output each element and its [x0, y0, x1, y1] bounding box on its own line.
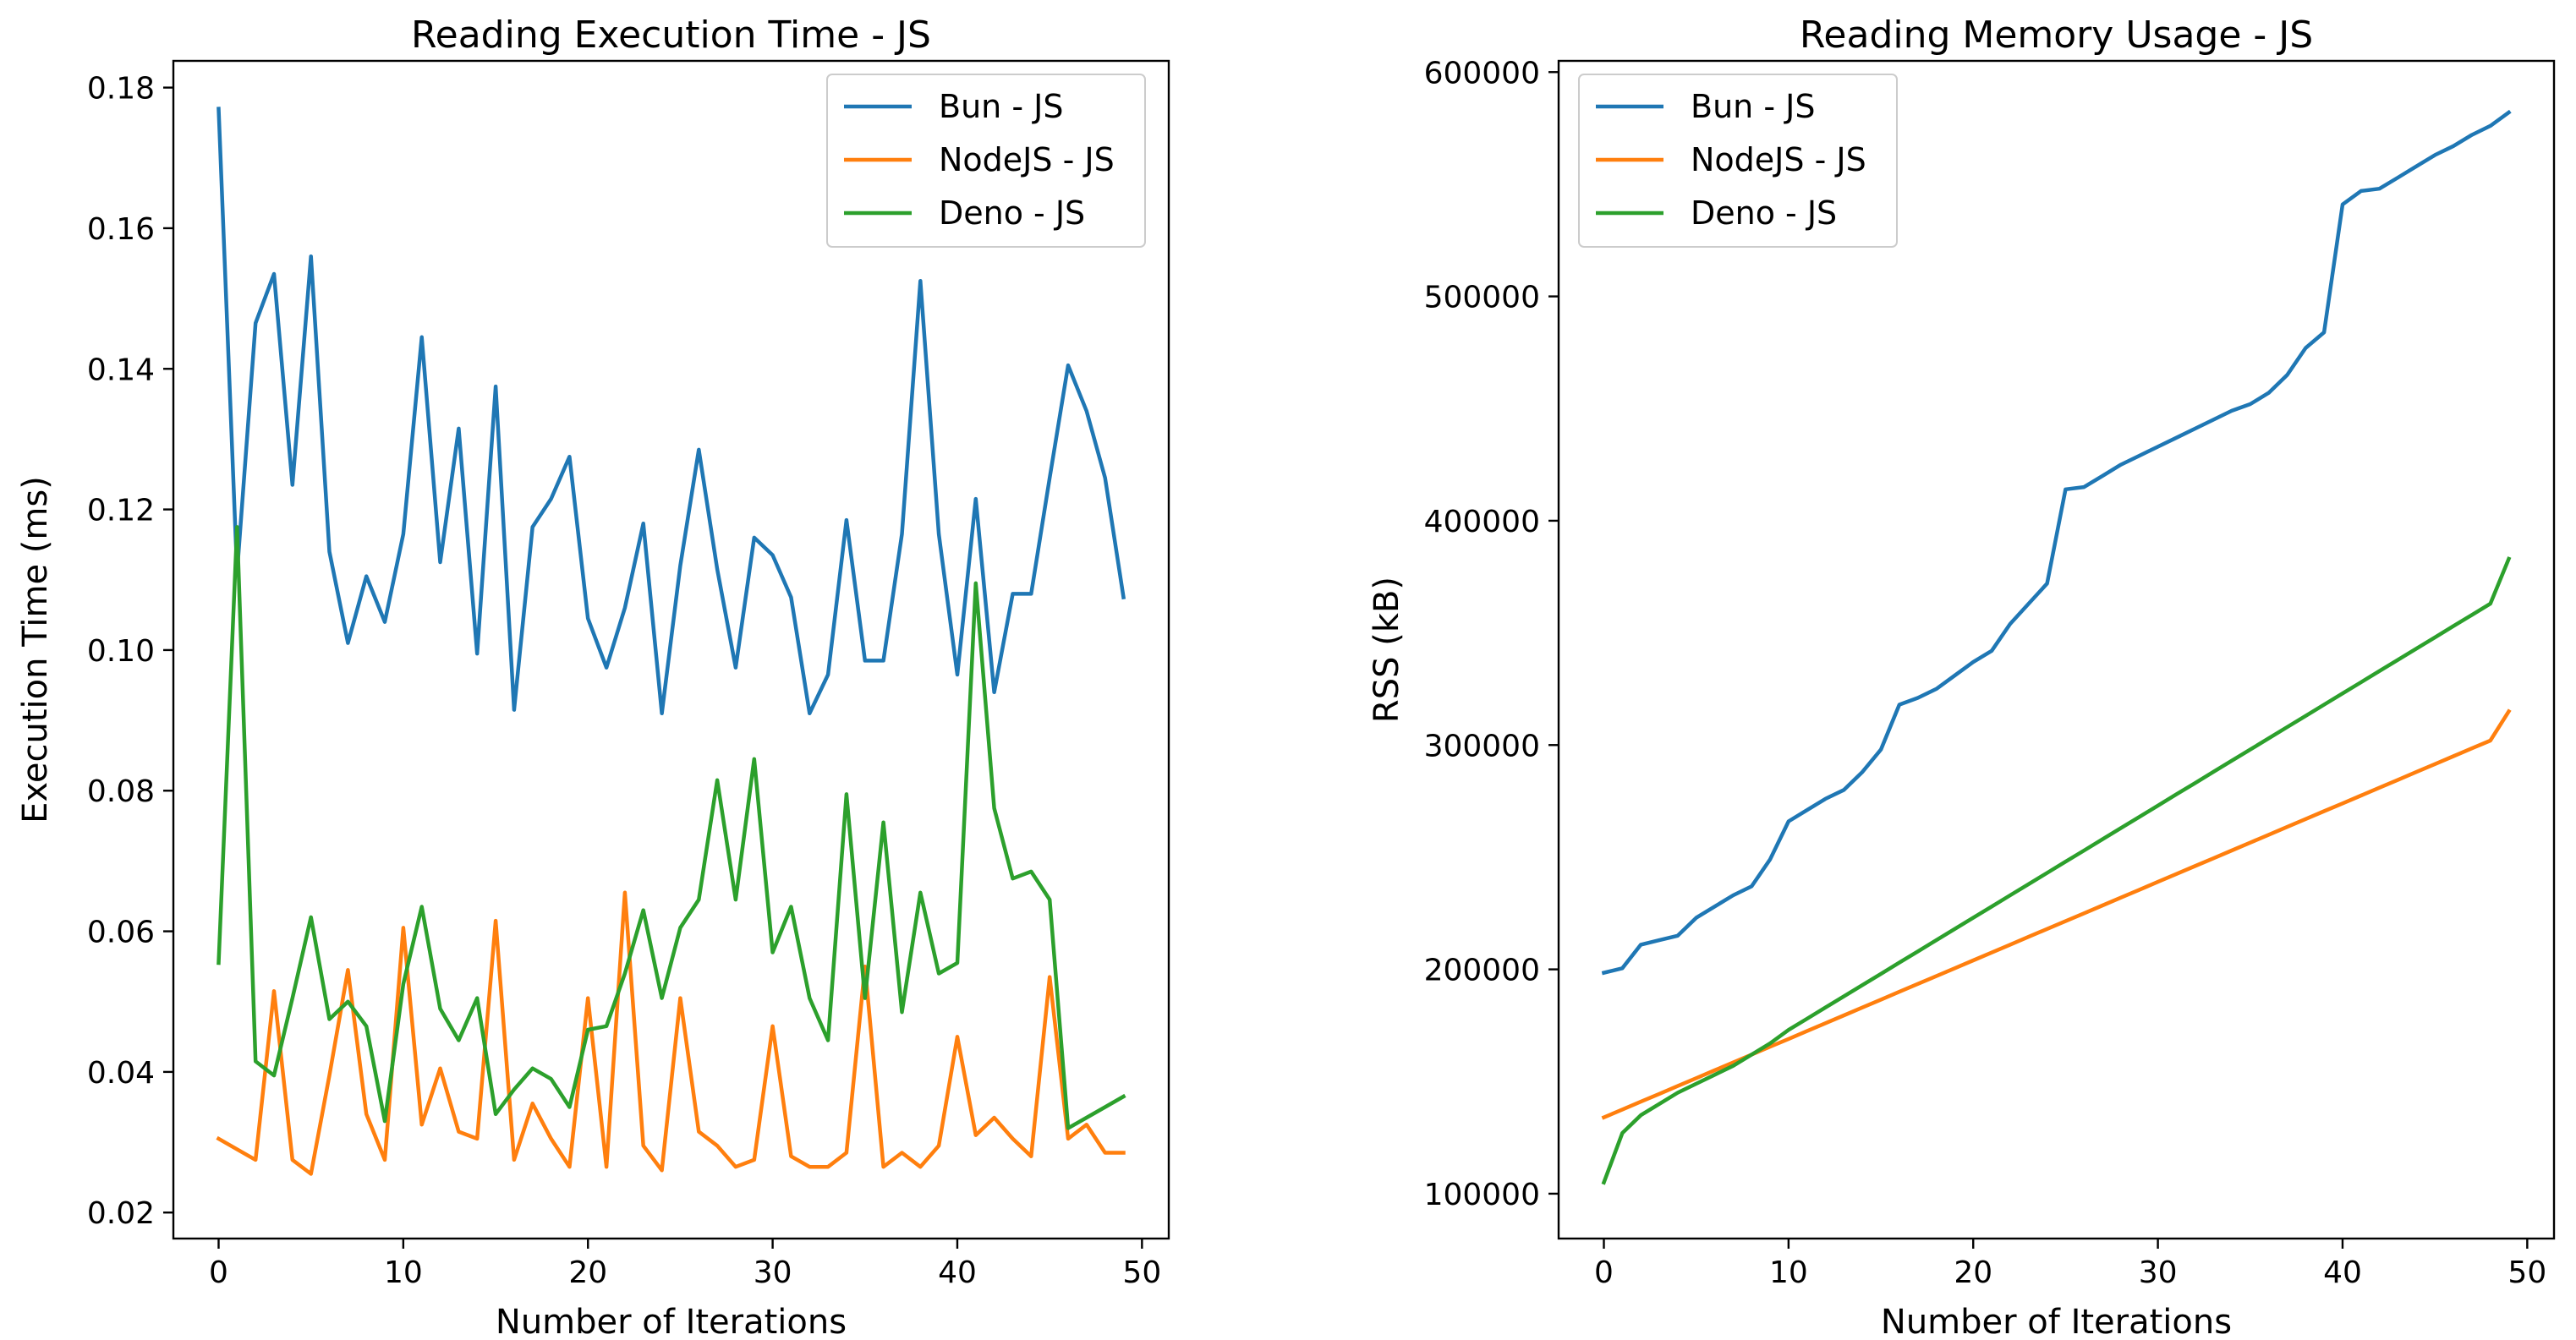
chart0-x-tick-label: 20	[568, 1255, 607, 1290]
chart0-x-tick-label: 30	[754, 1255, 792, 1290]
chart0-y-tick-label: 0.14	[87, 353, 155, 387]
chart1-legend-box	[1578, 74, 1898, 248]
chart1-y-tick-label: 300000	[1424, 729, 1540, 763]
chart1-x-tick-label: 0	[1594, 1255, 1614, 1290]
chart0-y-tick-label: 0.02	[87, 1196, 155, 1231]
chart0-x-tick-label: 40	[938, 1255, 977, 1290]
chart1-series-bunjs-line	[1601, 109, 2512, 976]
chart1-x-tick-label: 50	[2507, 1255, 2546, 1290]
chart1-y-axis-label: RSS (kB)	[1367, 577, 1406, 723]
chart0-y-tick-label: 0.18	[87, 72, 155, 107]
chart1-x-tick-label: 20	[1954, 1255, 1992, 1290]
chart1-legend-label-nodejsjs: NodeJS - JS	[1691, 141, 1866, 178]
chart1-plot-frame	[1557, 59, 2556, 1240]
chart0-x-tick-label: 10	[384, 1255, 423, 1290]
chart1-y-tick-label: 600000	[1424, 56, 1540, 90]
chart0-legend-label-nodejsjs: NodeJS - JS	[939, 141, 1115, 178]
chart1-x-axis-label: Number of Iterations	[1881, 1303, 2232, 1340]
chart1-legend: Bun - JS NodeJS - JS Deno - JS	[1578, 74, 1898, 248]
chart0-x-axis-label: Number of Iterations	[496, 1303, 847, 1340]
chart0-x-tick-label: 0	[209, 1255, 228, 1290]
chart0-y-tick-label: 0.16	[87, 212, 155, 247]
chart1-y-tick-label: 400000	[1424, 505, 1540, 539]
chart1-series-denojs-line	[1601, 556, 2512, 1185]
chart1-legend-label-bunjs: Bun - JS	[1691, 88, 1815, 125]
chart1-x-tick-label: 40	[2323, 1255, 2362, 1290]
chart0-series-denojs-line	[216, 525, 1126, 1130]
chart1-series-nodejsjs-line	[1601, 708, 2512, 1120]
chart0-y-axis-label: Execution Time (ms)	[16, 476, 55, 823]
execution-time-chart: 0 10 20 30 40 50 0.02 0.04 0.06 0.08 0.10 0.12 0.14 0…	[16, 14, 1170, 1340]
chart0-legend-label-denojs: Deno - JS	[939, 194, 1085, 232]
chart0-legend-label-bunjs: Bun - JS	[939, 88, 1063, 125]
chart0-y-tick-label: 0.04	[87, 1056, 155, 1091]
chart0-y-tick-label: 0.10	[87, 634, 155, 669]
chart1-title: Reading Memory Usage - JS	[1800, 14, 2313, 57]
chart0-y-tick-label: 0.08	[87, 774, 155, 809]
chart0-title: Reading Execution Time - JS	[411, 14, 931, 57]
chart0-series-nodejsjs-line	[216, 890, 1126, 1176]
chart0-y-tick-label: 0.12	[87, 494, 155, 528]
chart0-x-tick-label: 50	[1122, 1255, 1161, 1290]
chart0-y-tick-label: 0.06	[87, 916, 155, 950]
chart1-y-tick-label: 500000	[1424, 281, 1540, 315]
chart0-series-bunjs-line	[216, 107, 1126, 716]
chart1-x-tick-label: 10	[1769, 1255, 1808, 1290]
chart0-legend: Bun - JS NodeJS - JS Deno - JS	[826, 74, 1146, 248]
chart1-y-tick-label: 200000	[1424, 954, 1540, 988]
chart0-legend-box	[826, 74, 1146, 248]
chart1-x-tick-label: 30	[2139, 1255, 2178, 1290]
memory-usage-chart: 0 10 20 30 40 50 100000 200000 300000 400000 50000…	[1367, 14, 2556, 1340]
chart1-legend-label-denojs: Deno - JS	[1691, 194, 1837, 232]
chart1-y-tick-label: 100000	[1424, 1178, 1540, 1212]
